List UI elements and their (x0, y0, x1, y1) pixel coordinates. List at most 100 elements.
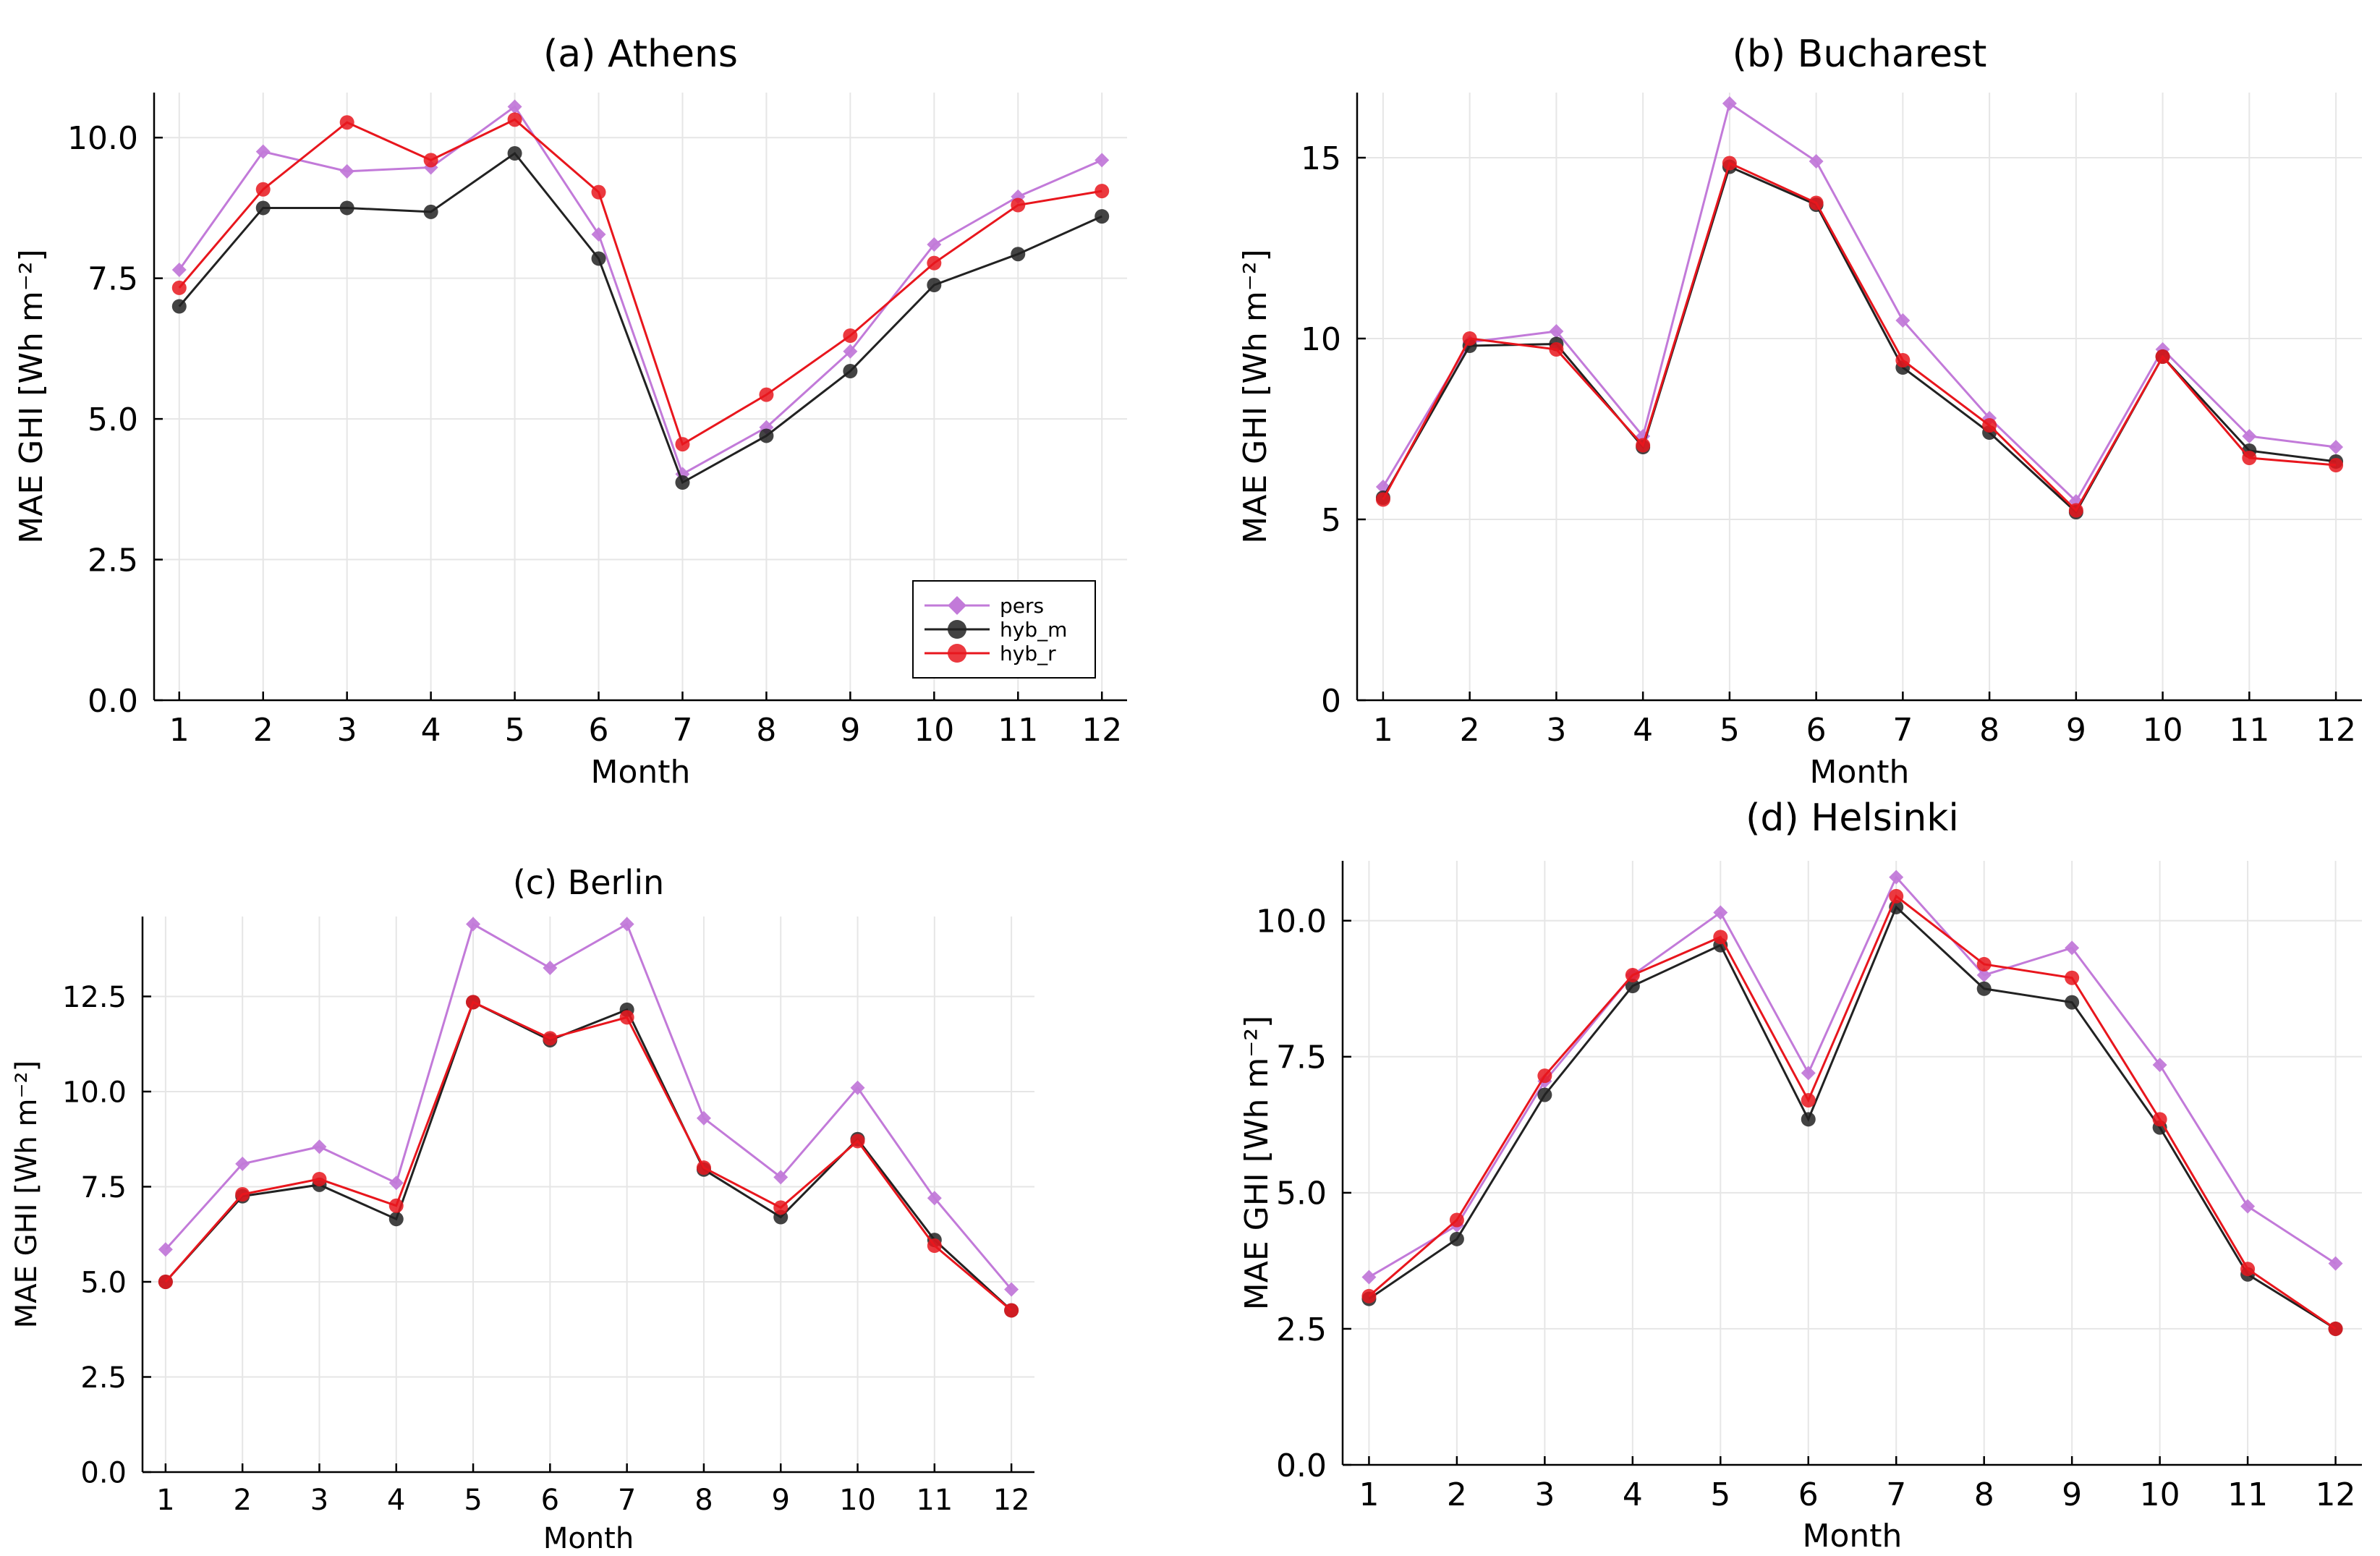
data-point-pers (235, 1156, 250, 1171)
legend-marker-pers (948, 596, 966, 615)
data-point-hyb_r (1722, 156, 1737, 171)
x-tick-label: 12 (993, 1484, 1030, 1517)
legend-marker-hyb_r (948, 644, 966, 663)
x-tick-label: 1 (1359, 1476, 1379, 1513)
data-point-hyb_r (773, 1200, 789, 1215)
series-hyb_m (158, 995, 1019, 1318)
x-tick-label: 2 (233, 1484, 251, 1517)
y-tick-label: 7.5 (80, 1171, 127, 1204)
y-tick-label: 2.5 (80, 1361, 127, 1395)
x-tick-label: 12 (1081, 712, 1122, 749)
data-point-hyb_m (843, 364, 858, 378)
series-pers (158, 917, 1019, 1297)
y-tick-label: 0 (1321, 683, 1341, 720)
y-tick-label: 5.0 (1276, 1175, 1327, 1212)
data-point-hyb_r (1549, 342, 1564, 357)
x-tick-label: 9 (2066, 712, 2086, 749)
data-point-hyb_r (1537, 1068, 1552, 1084)
data-point-pers (2242, 429, 2257, 443)
data-point-pers (339, 163, 354, 179)
x-tick-label: 12 (2316, 1476, 2356, 1513)
x-tick-label: 1 (156, 1484, 174, 1517)
x-axis-label: Month (543, 1522, 634, 1555)
data-point-hyb_r (1361, 1288, 1377, 1304)
data-point-hyb_m (1801, 1112, 1816, 1127)
data-point-hyb_m (927, 278, 942, 292)
series-hyb_m (171, 146, 1110, 490)
data-point-pers (773, 1170, 789, 1185)
series-hyb_m (1375, 159, 2344, 519)
x-tick-label: 11 (2227, 1476, 2268, 1513)
x-tick-label: 3 (310, 1484, 328, 1517)
data-point-hyb_m (1449, 1231, 1464, 1246)
x-tick-label: 8 (1974, 1476, 1994, 1513)
series-line-pers (178, 105, 1102, 476)
x-tick-label: 4 (387, 1484, 405, 1517)
data-point-pers (1889, 870, 1904, 885)
y-axis-label: MAE GHI [Wh m⁻²] (10, 1060, 43, 1328)
y-tick-label: 7.5 (1276, 1040, 1327, 1076)
data-point-pers (1549, 324, 1564, 339)
chart-panel-4: 1 2 3 4 5 6 7 8 9 10 11 120.02.55.07.510.0(d) Helsi… (1238, 796, 2362, 1555)
chart-title: (c) Berlin (513, 863, 664, 902)
x-tick-label: 2 (253, 712, 273, 749)
series-line-pers (1368, 875, 2337, 1278)
data-point-pers (1895, 313, 1911, 328)
x-tick-label: 11 (998, 712, 1038, 749)
y-tick-label: 7.5 (88, 261, 138, 298)
data-point-hyb_r (235, 1187, 250, 1202)
data-point-hyb_r (1375, 492, 1390, 507)
series-line-hyb_m (1382, 165, 2337, 514)
y-tick-label: 0.0 (88, 683, 138, 720)
data-point-hyb_m (1976, 981, 1992, 996)
data-point-hyb_r (339, 115, 354, 130)
data-point-hyb_r (1801, 1092, 1816, 1108)
series-hyb_r (158, 995, 1019, 1318)
data-point-pers (158, 1242, 173, 1257)
x-tick-label: 4 (421, 712, 441, 749)
data-point-hyb_r (1449, 1212, 1464, 1228)
x-tick-label: 4 (1623, 1476, 1643, 1513)
data-point-hyb_r (158, 1274, 173, 1289)
data-point-hyb_r (1004, 1303, 1019, 1318)
data-point-hyb_r (2152, 1112, 2167, 1127)
data-point-hyb_r (2065, 970, 2080, 985)
data-point-hyb_r (466, 995, 481, 1010)
y-tick-label: 10.0 (1256, 904, 1327, 940)
x-tick-label: 1 (1373, 712, 1393, 749)
data-point-pers (2152, 1058, 2167, 1073)
x-tick-label: 3 (1546, 712, 1566, 749)
data-point-hyb_r (591, 184, 606, 200)
data-point-pers (543, 961, 558, 976)
x-tick-label: 6 (589, 712, 609, 749)
data-point-hyb_r (507, 112, 522, 127)
x-tick-label: 7 (618, 1484, 636, 1517)
data-point-hyb_m (2065, 995, 2080, 1010)
data-point-hyb_r (927, 255, 942, 271)
chart-title: (b) Bucharest (1733, 33, 1987, 76)
data-point-pers (171, 263, 187, 277)
data-point-pers (2329, 440, 2344, 454)
x-tick-label: 6 (541, 1484, 559, 1517)
chart-panel-3: 1 2 3 4 5 6 7 8 9 10 11 120.02.55.07.510.012.5(c) B… (10, 863, 1034, 1555)
series-line-hyb_m (164, 1000, 1013, 1311)
x-tick-label: 8 (756, 712, 776, 749)
x-tick-label: 7 (672, 712, 692, 749)
data-point-hyb_m (1011, 247, 1026, 262)
data-point-pers (927, 237, 942, 252)
chart-title: (d) Helsinki (1746, 796, 1959, 840)
data-point-hyb_r (1011, 197, 1026, 213)
series-line-hyb_r (164, 1000, 1013, 1311)
y-tick-label: 5.0 (88, 401, 138, 438)
y-tick-label: 10 (1301, 321, 1341, 358)
data-point-pers (1809, 154, 1824, 169)
x-tick-label: 9 (840, 712, 860, 749)
series-line-hyb_r (1382, 161, 2337, 512)
x-tick-label: 8 (694, 1484, 713, 1517)
data-point-pers (255, 144, 271, 159)
data-point-hyb_r (2328, 1321, 2343, 1336)
data-point-hyb_m (1625, 979, 1640, 994)
data-point-hyb_r (759, 387, 774, 402)
